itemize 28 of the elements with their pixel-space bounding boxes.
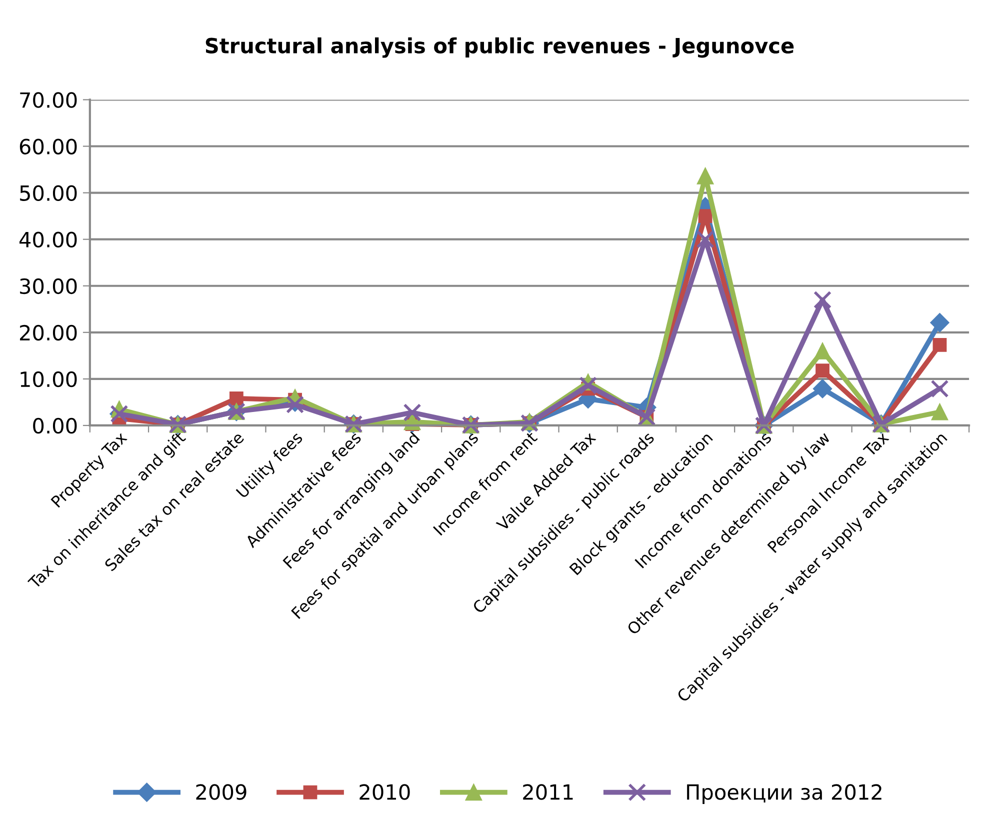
y-tick-label: 50.00: [20, 185, 77, 202]
point: [930, 380, 949, 398]
point: [579, 376, 598, 394]
point: [812, 379, 832, 398]
legend-label: 2011: [523, 784, 573, 800]
point: [286, 396, 304, 414]
point: [403, 403, 422, 422]
point: [931, 404, 948, 420]
point: [813, 290, 832, 309]
chart-title: Structural analysis of public revenues - Jegunovce: [206, 37, 794, 58]
y-tick-label: 40.00: [19, 232, 77, 248]
point: [696, 230, 714, 248]
legend-label: 2009: [196, 784, 246, 800]
y-tick-label: 10.00: [20, 371, 77, 388]
y-tick-label: 0.00: [33, 418, 77, 434]
point: [698, 209, 712, 224]
point: [932, 338, 947, 352]
y-tick-label: 60.00: [20, 138, 77, 154]
legend-label: Проекции за 2012: [687, 784, 882, 804]
y-tick-label: 20.00: [20, 324, 77, 341]
point: [696, 168, 714, 184]
legend-label: 2010: [360, 784, 410, 800]
y-tick-label: 70.00: [20, 92, 77, 108]
point: [930, 313, 950, 332]
point: [229, 392, 244, 406]
y-tick-label: 30.00: [20, 278, 77, 294]
point: [814, 342, 831, 360]
point: [816, 364, 830, 378]
